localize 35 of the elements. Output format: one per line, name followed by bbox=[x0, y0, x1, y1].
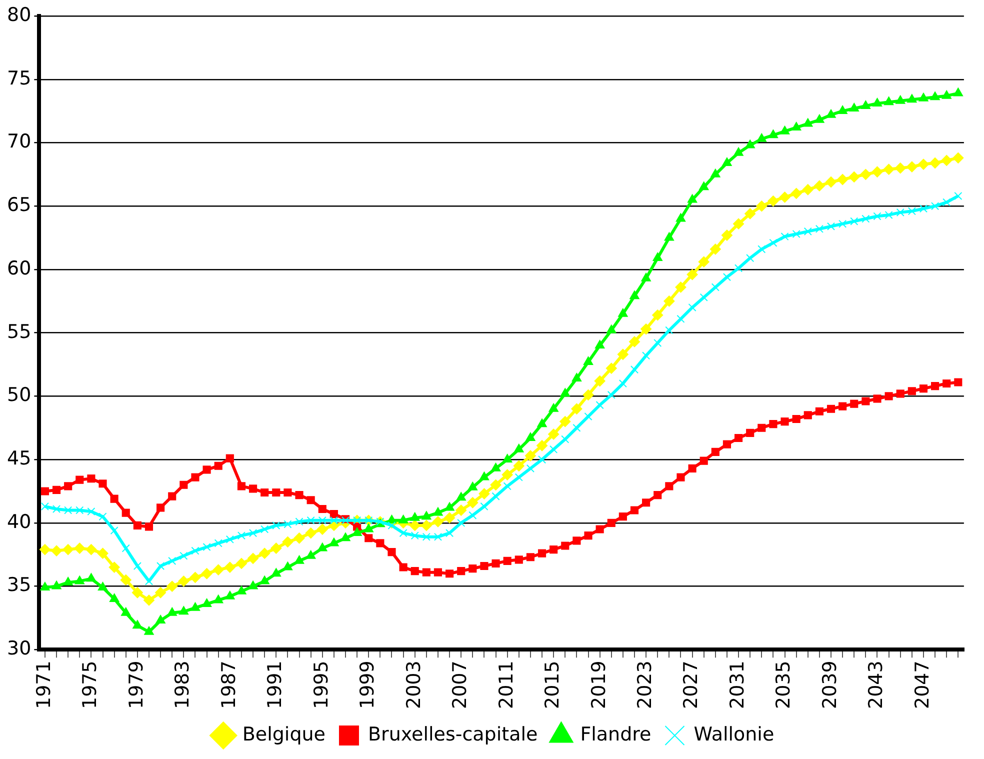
y-tick-label: 30 bbox=[6, 638, 32, 660]
x-tick-label: 2043 bbox=[865, 660, 888, 710]
x-tick-label: 2003 bbox=[402, 660, 425, 710]
x-tick-label: 1983 bbox=[172, 660, 194, 710]
x-tick-label: 2039 bbox=[818, 660, 841, 710]
x-tick-label: 1995 bbox=[310, 660, 332, 710]
x-tick-label: 2007 bbox=[449, 660, 472, 710]
x-tick-label: 1991 bbox=[264, 660, 286, 710]
y-tick-label: 35 bbox=[6, 574, 32, 596]
y-tick-label: 80 bbox=[6, 4, 32, 26]
x-tick-label: 1999 bbox=[356, 660, 379, 710]
x-tick-label: 1971 bbox=[32, 660, 55, 710]
legend-label: Belgique bbox=[242, 723, 326, 746]
legend-label: Flandre bbox=[580, 723, 652, 746]
y-tick-label: 50 bbox=[6, 384, 32, 406]
y-tick-label: 40 bbox=[6, 510, 32, 533]
x-tick-label: 2015 bbox=[542, 660, 564, 710]
x-tick-label: 2023 bbox=[634, 660, 656, 710]
x-tick-label: 2027 bbox=[680, 660, 702, 710]
x-tick-label: 1975 bbox=[79, 660, 102, 710]
y-tick-label: 70 bbox=[6, 130, 32, 153]
legend-label: Wallonie bbox=[694, 723, 774, 746]
x-tick-label: 2031 bbox=[726, 660, 748, 710]
x-tick-label: 1979 bbox=[125, 660, 148, 710]
x-tick-label: 2011 bbox=[495, 660, 518, 710]
x-tick-label: 1987 bbox=[218, 660, 240, 710]
y-tick-label: 55 bbox=[6, 320, 32, 343]
x-tick-label: 2035 bbox=[772, 660, 795, 710]
y-tick-label: 45 bbox=[6, 447, 32, 470]
y-tick-label: 65 bbox=[6, 194, 32, 216]
x-tick-label: 2019 bbox=[588, 660, 610, 710]
x-tick-label: 2047 bbox=[911, 660, 934, 710]
y-tick-label: 60 bbox=[6, 257, 32, 280]
y-tick-label: 75 bbox=[6, 67, 32, 90]
legend-label: Bruxelles-capitale bbox=[368, 723, 538, 746]
